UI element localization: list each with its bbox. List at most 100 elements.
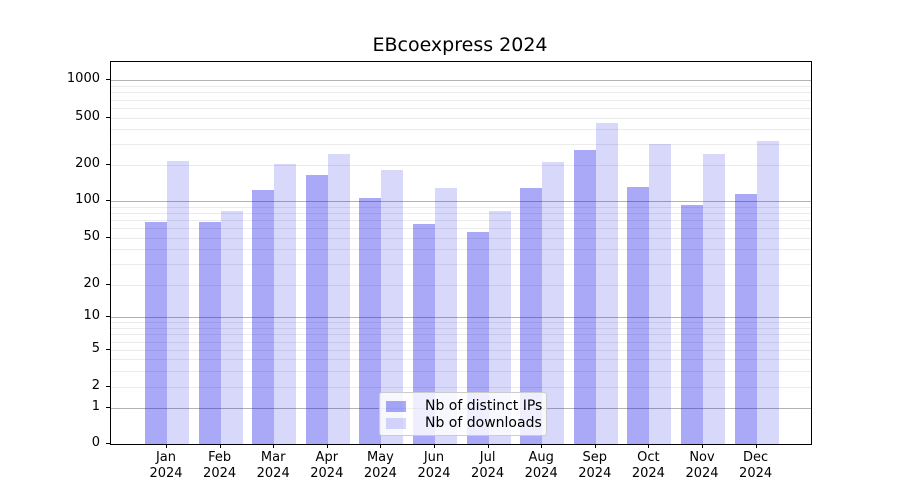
bar-downloads-apr	[327, 154, 350, 444]
bar-downloads-oct	[649, 144, 672, 444]
x-tick-month: May	[366, 450, 394, 465]
bar-distinct-ips-jun	[413, 224, 435, 444]
gridline-minor	[111, 327, 811, 329]
legend-item-downloads: Nb of downloads	[380, 415, 546, 431]
x-tick-mark	[434, 444, 435, 448]
legend-label-downloads: Nb of downloads	[425, 415, 542, 431]
bar-distinct-ips-apr	[305, 175, 328, 444]
x-tick-month: Nov	[689, 450, 715, 465]
gridline-minor	[111, 144, 811, 146]
legend-label-distinct-ips: Nb of distinct IPs	[425, 398, 543, 414]
gridline-major	[111, 80, 811, 82]
x-tick-month: Jul	[479, 450, 496, 465]
y-tick-label: 1	[91, 399, 100, 415]
legend-item-distinct-ips: Nb of distinct IPs	[380, 398, 546, 414]
y-tick-label: 50	[83, 228, 100, 244]
x-tick-label: Jan 2024	[134, 450, 198, 482]
x-tick-year: 2024	[578, 466, 612, 481]
y-tick-mark	[106, 164, 110, 165]
x-tick-label: May 2024	[348, 450, 412, 482]
gridline-minor	[111, 341, 811, 343]
x-tick-label: Feb 2024	[188, 450, 252, 482]
x-tick-month: Sep	[582, 450, 608, 465]
y-tick-label: 200	[75, 156, 100, 171]
gridline-minor	[111, 220, 811, 222]
y-tick-label: 5	[91, 341, 100, 357]
x-tick-mark	[166, 444, 167, 448]
gridline-minor	[111, 117, 811, 119]
x-tick-year: 2024	[524, 466, 558, 481]
x-tick-label: Jul 2024	[456, 450, 520, 482]
y-tick-label: 500	[75, 108, 100, 124]
y-tick-label: 1000	[66, 71, 100, 87]
y-tick-mark	[106, 284, 110, 285]
y-tick-mark	[106, 200, 110, 202]
x-tick-mark	[326, 444, 328, 448]
bar-distinct-ips-aug	[520, 188, 543, 444]
bar-distinct-ips-feb	[198, 221, 221, 444]
bar-distinct-ips-jan	[145, 221, 167, 444]
x-tick-month: Aug	[528, 450, 554, 465]
y-tick-mark	[106, 386, 110, 387]
bar-distinct-ips-oct	[627, 186, 650, 444]
x-tick-mark	[594, 444, 596, 448]
y-tick-label: 2	[91, 378, 100, 393]
y-tick-mark	[106, 349, 110, 351]
y-tick-mark	[106, 316, 110, 317]
x-tick-month: Feb	[208, 450, 232, 465]
gridline-minor	[111, 237, 811, 239]
bar-downloads-jul	[488, 210, 511, 444]
x-tick-year: 2024	[417, 466, 451, 481]
x-tick-mark	[487, 444, 489, 448]
gridline-minor	[111, 359, 811, 361]
y-tick-mark	[106, 443, 110, 444]
gridline-minor	[111, 107, 811, 109]
x-tick-year: 2024	[310, 466, 344, 481]
x-tick-label: Mar 2024	[241, 450, 305, 482]
x-tick-year: 2024	[471, 466, 505, 481]
bar-distinct-ips-mar	[252, 189, 275, 444]
x-tick-month: Jun	[423, 450, 445, 465]
x-tick-label: Oct 2024	[616, 450, 680, 482]
x-tick-month: Apr	[315, 450, 339, 465]
legend-swatch-distinct-ips	[386, 400, 406, 412]
bar-downloads-aug	[542, 162, 565, 444]
x-tick-mark	[219, 444, 221, 448]
gridline-minor	[111, 249, 811, 251]
gridline-minor	[111, 285, 811, 286]
x-tick-mark	[648, 444, 650, 448]
x-tick-label: Dec 2024	[724, 450, 788, 482]
x-tick-mark	[541, 444, 543, 448]
x-tick-month: Jan	[155, 450, 177, 465]
y-tick-label: 100	[75, 192, 100, 208]
gridline-minor	[111, 129, 811, 131]
gridline-minor	[111, 228, 811, 230]
x-tick-year: 2024	[203, 466, 237, 481]
bar-downloads-may	[381, 169, 404, 444]
gridline-major	[111, 317, 811, 318]
x-tick-mark	[702, 444, 703, 448]
x-tick-year: 2024	[363, 466, 397, 481]
bar-distinct-ips-may	[359, 197, 382, 444]
bar-downloads-jun	[435, 187, 457, 444]
x-tick-mark	[755, 444, 757, 448]
bar-distinct-ips-sep	[573, 149, 596, 444]
gridline-minor	[111, 350, 811, 352]
x-tick-label: Aug 2024	[509, 450, 573, 482]
y-tick-mark	[106, 116, 110, 118]
y-tick-label: 0	[91, 435, 100, 450]
gridline-minor	[111, 334, 811, 336]
bar-distinct-ips-dec	[734, 194, 757, 444]
y-tick-label: 20	[83, 276, 100, 291]
bar-distinct-ips-nov	[681, 205, 703, 444]
bar-downloads-mar	[274, 163, 297, 444]
x-tick-year: 2024	[631, 466, 665, 481]
gridline-major	[111, 201, 811, 203]
x-tick-year: 2024	[256, 466, 290, 481]
bar-downloads-nov	[703, 153, 725, 444]
gridline-minor	[111, 387, 811, 388]
bar-downloads-jan	[167, 160, 189, 444]
x-tick-label: Sep 2024	[563, 450, 627, 482]
x-tick-label: Apr 2024	[295, 450, 359, 482]
legend-swatch-downloads	[386, 417, 406, 429]
